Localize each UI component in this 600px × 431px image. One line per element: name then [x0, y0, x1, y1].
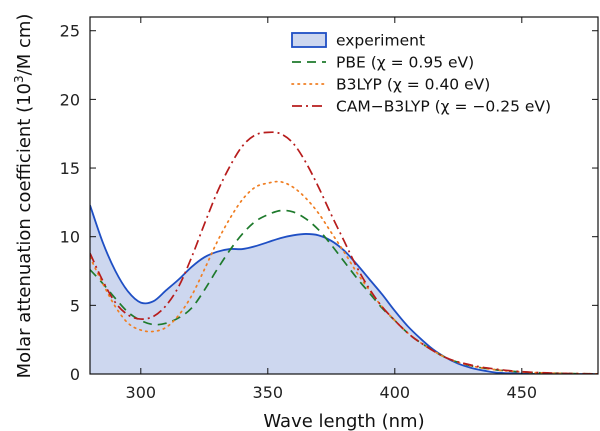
legend: experiment PBE (χ = 0.95 eV) B3LYP (χ = 0.…: [291, 32, 551, 116]
series-0-area: [90, 205, 598, 374]
legend-swatch-0: [291, 32, 327, 48]
y-tick-label-0: 0: [70, 365, 80, 384]
plot-frame: [89, 16, 599, 375]
series-layer: [90, 131, 598, 374]
legend-label-1: PBE (χ = 0.95 eV): [336, 54, 474, 72]
y-tick-label-10: 10: [60, 228, 80, 247]
y-tick-label-25: 25: [60, 22, 80, 41]
x-tick-label-450: 450: [507, 383, 538, 402]
y-axis-label-superscript: 3: [12, 75, 26, 83]
y-axis-label-main: Molar attenuation coefficient (10: [14, 83, 35, 378]
series-0-line: [90, 204, 598, 374]
x-axis-label: Wave length (nm): [263, 411, 424, 431]
legend-label-3: CAM−B3LYP (χ = −0.25 eV): [336, 98, 551, 116]
legend-label-2: B3LYP (χ = 0.40 eV): [336, 76, 490, 94]
y-axis-label: Molar attenuation coefficient (103/M cm): [12, 14, 35, 379]
y-tick-label-20: 20: [60, 90, 80, 109]
legend-label-0: experiment: [336, 32, 425, 50]
series-3-line: [90, 131, 598, 374]
y-axis-label-units: /M cm): [14, 14, 35, 76]
legend-item-1: PBE (χ = 0.95 eV): [292, 54, 474, 72]
y-tick-label-5: 5: [70, 296, 80, 315]
x-tick-label-400: 400: [380, 383, 411, 402]
x-tick-label-300: 300: [126, 383, 157, 402]
ticks-layer: 300 350 400 450 0 5 10 15 20 25: [60, 17, 598, 402]
legend-item-0: experiment: [291, 32, 425, 50]
legend-item-3: CAM−B3LYP (χ = −0.25 eV): [292, 98, 551, 116]
x-tick-label-350: 350: [253, 383, 284, 402]
legend-item-2: B3LYP (χ = 0.40 eV): [291, 76, 490, 94]
y-tick-label-15: 15: [60, 159, 80, 178]
